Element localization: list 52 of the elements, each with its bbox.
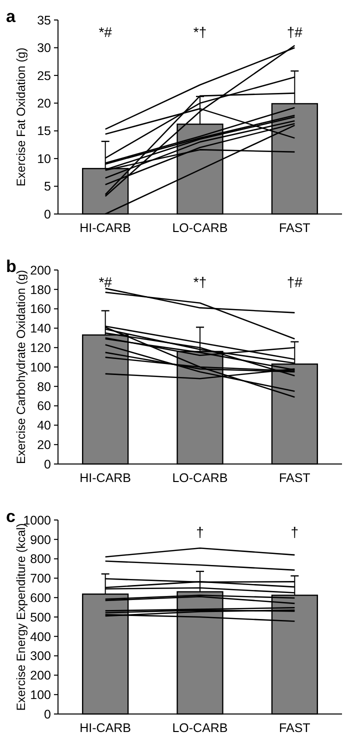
annotation: †#	[286, 274, 303, 290]
y-axis-title: Exercise Fat Oxidation (g)	[14, 48, 28, 186]
y-tick-label: 400	[30, 630, 52, 644]
y-axis-title: Exercise Carbohydrate Oxidation (g)	[14, 270, 28, 464]
y-tick-label: 200	[30, 668, 52, 683]
y-tick-label: 900	[30, 532, 52, 547]
y-tick-label: 80	[37, 380, 52, 394]
chart-title: a	[6, 7, 16, 26]
y-tick-label: 35	[37, 13, 52, 28]
y-tick-label: 10	[37, 152, 52, 166]
y-axis-title: Exercise Energy Expenditure (kcal)	[14, 523, 28, 711]
annotation: *†	[193, 24, 207, 40]
x-tick-label: HI-CARB	[80, 471, 132, 485]
y-tick-label: 0	[44, 207, 52, 222]
y-tick-label: 600	[30, 590, 52, 605]
y-tick-label: 60	[37, 399, 52, 414]
y-tick-label: 140	[30, 322, 52, 336]
y-tick-label: 20	[37, 96, 52, 111]
y-tick-label: 100	[30, 360, 52, 374]
chart-title: c	[6, 507, 16, 526]
y-tick-label: 500	[30, 610, 52, 624]
y-tick-label: 30	[37, 41, 52, 56]
y-tick-label: 40	[37, 418, 52, 433]
annotation: †#	[286, 24, 303, 40]
x-tick-label: LO-CARB	[172, 471, 228, 485]
y-tick-label: 15	[37, 124, 52, 138]
y-tick-label: 5	[44, 180, 52, 194]
x-tick-label: FAST	[279, 221, 311, 235]
y-tick-label: 200	[30, 263, 52, 278]
y-tick-label: 700	[30, 572, 52, 586]
annotation: *†	[193, 274, 207, 290]
y-tick-label: 120	[30, 340, 52, 355]
y-tick-label: 100	[30, 688, 52, 702]
y-tick-label: 300	[30, 649, 52, 664]
y-tick-label: 25	[37, 68, 52, 83]
annotation: †	[290, 524, 299, 540]
y-tick-label: 20	[37, 438, 52, 452]
x-tick-label: LO-CARB	[172, 221, 228, 235]
y-tick-label: 160	[30, 302, 52, 316]
x-tick-label: FAST	[279, 721, 311, 735]
x-tick-label: HI-CARB	[80, 721, 132, 735]
x-tick-label: LO-CARB	[172, 721, 228, 735]
y-tick-label: 800	[30, 552, 52, 566]
x-tick-label: FAST	[279, 471, 311, 485]
chart-title: b	[6, 257, 16, 276]
annotation: *#	[98, 274, 112, 290]
x-tick-label: HI-CARB	[80, 221, 132, 235]
y-tick-label: 0	[44, 707, 52, 722]
annotation: *#	[98, 24, 112, 40]
annotation: †	[196, 524, 204, 540]
y-tick-label: 0	[44, 457, 52, 472]
y-tick-label: 180	[30, 282, 52, 297]
